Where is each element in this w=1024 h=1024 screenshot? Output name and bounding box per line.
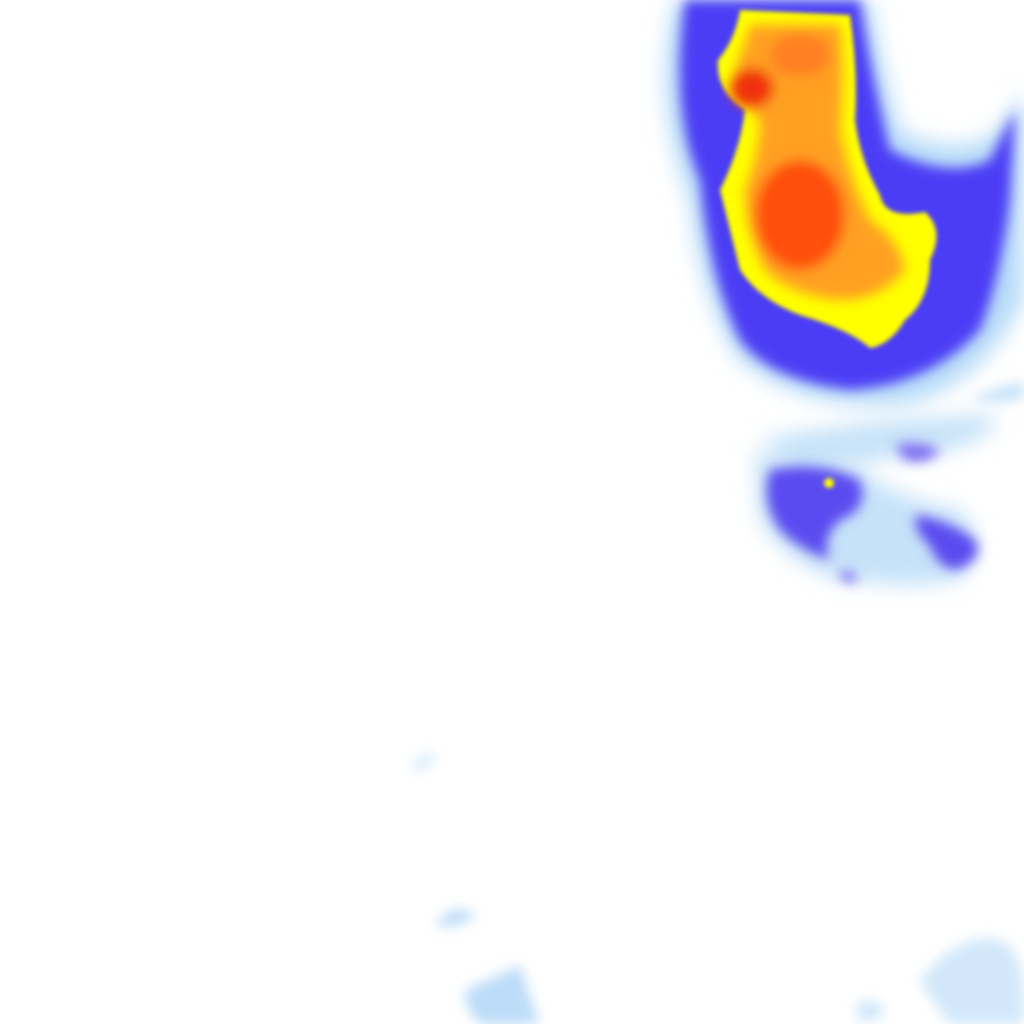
light-rain: [855, 1001, 885, 1021]
extreme-rain: [755, 160, 845, 270]
light-rain: [970, 382, 1024, 403]
light-rain: [920, 938, 1024, 1024]
extreme-rain: [730, 68, 774, 108]
light-rain: [410, 754, 435, 770]
precip-intense: [730, 25, 905, 300]
moderate-rain: [915, 515, 978, 570]
light-rain: [435, 909, 475, 927]
moderate-rain: [838, 571, 858, 582]
light-rain: [465, 965, 540, 1024]
moderate-rain: [895, 443, 940, 462]
precip-scattered: [410, 382, 1024, 1024]
intense-rain: [770, 33, 830, 77]
light-rain: [760, 415, 995, 470]
moderate-rain: [766, 466, 863, 560]
heavy-rain: [824, 478, 834, 488]
